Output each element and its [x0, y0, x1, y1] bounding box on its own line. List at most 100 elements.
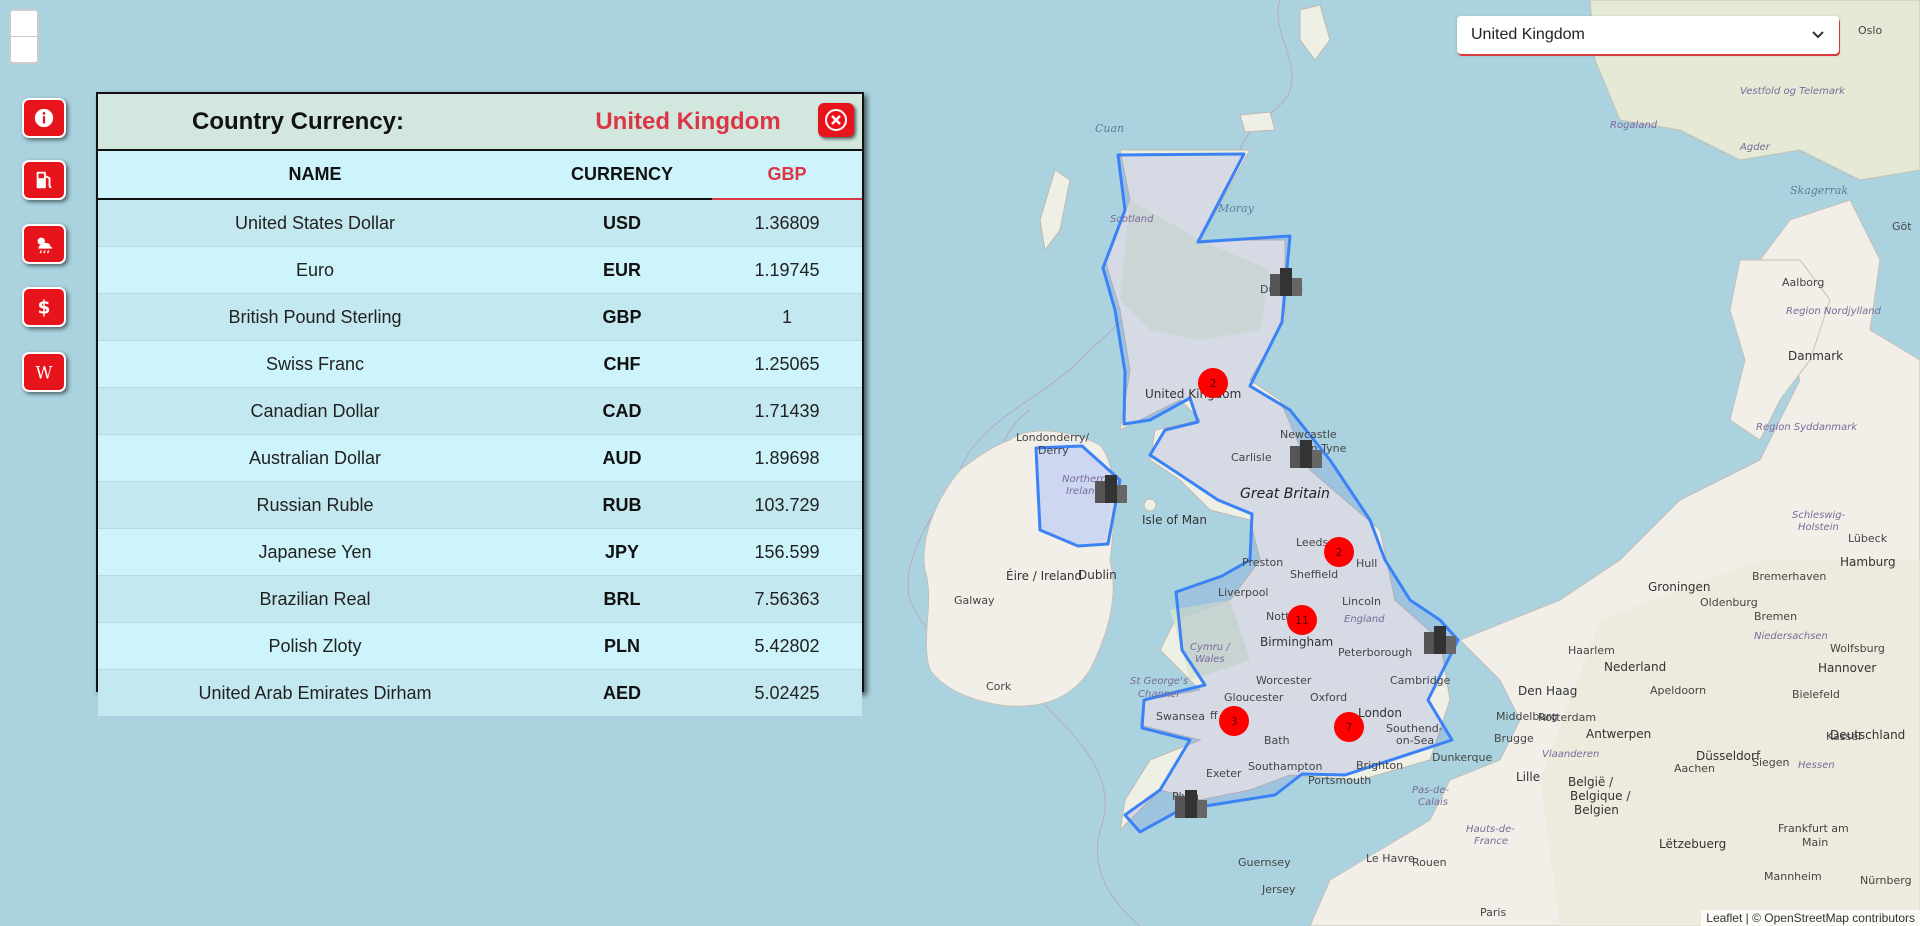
currency-name: Russian Ruble [98, 481, 532, 529]
label-belgie: België / [1568, 775, 1614, 789]
currency-code: AUD [532, 434, 712, 482]
label-dusseldorf: Düsseldorf [1696, 749, 1761, 763]
map-attribution[interactable]: Leaflet | © OpenStreetMap contributors [1701, 910, 1920, 926]
label-leeds: Leeds [1296, 536, 1328, 549]
currency-code: USD [532, 198, 712, 247]
currency-name: United Arab Emirates Dirham [98, 669, 532, 716]
currency-code: CAD [532, 387, 712, 435]
label-middelburg: Middelburg [1496, 710, 1558, 723]
svg-text:Main: Main [1802, 836, 1828, 849]
chevron-down-icon [1812, 31, 1824, 39]
cluster-marker[interactable]: 2 [1324, 537, 1354, 567]
label-nottingham: Nott [1266, 610, 1290, 623]
label-lille: Lille [1516, 770, 1540, 784]
label-brugge: Brugge [1494, 732, 1534, 745]
svg-text:Channel: Channel [1138, 689, 1179, 700]
currency-name: British Pound Sterling [98, 293, 532, 341]
label-nordjylland: Region Nordjylland [1786, 306, 1882, 317]
currency-panel: Country Currency: United Kingdom NAME CU… [96, 92, 864, 716]
svg-text:Belgien: Belgien [1574, 803, 1619, 817]
currency-code: CHF [532, 340, 712, 388]
label-worcester: Worcester [1256, 674, 1312, 687]
cluster-marker[interactable]: 7 [1334, 712, 1364, 742]
label-uk: United Kingdom [1145, 387, 1241, 401]
label-sheffield: Sheffield [1290, 568, 1338, 581]
marker-plymouth[interactable] [1175, 790, 1207, 818]
label-niedersachsen: Niedersachsen [1754, 631, 1828, 642]
country-select[interactable]: United Kingdom [1457, 16, 1839, 54]
label-england: England [1344, 614, 1385, 625]
label-siegen: Siegen [1752, 756, 1790, 769]
label-southampton: Southampton [1248, 760, 1322, 773]
marker-belfast[interactable] [1095, 475, 1127, 503]
label-syddanmark: Region Syddanmark [1756, 422, 1858, 433]
fuel-icon [36, 171, 52, 189]
zoom-in-button[interactable] [11, 11, 37, 37]
label-london: London [1358, 706, 1402, 720]
label-oslo: Oslo [1858, 24, 1882, 37]
label-dunkerque: Dunkerque [1432, 751, 1492, 764]
currency-name: Canadian Dollar [98, 387, 532, 435]
table-row: United Arab Emirates Dirham AED 5.02425 [98, 669, 862, 716]
label-rogaland: Rogaland [1610, 120, 1658, 131]
label-cuan: Cuan [1095, 122, 1124, 135]
label-mannheim: Mannheim [1764, 870, 1822, 883]
label-preston: Preston [1242, 556, 1283, 569]
label-newcastle: Newcastle [1280, 428, 1337, 441]
label-bielefeld: Bielefeld [1792, 688, 1840, 701]
currency-code: GBP [532, 293, 712, 341]
marker-newcastle[interactable] [1290, 440, 1322, 468]
table-row: British Pound Sterling GBP 1 [98, 293, 862, 341]
zoom-control [9, 9, 39, 64]
label-danmark: Danmark [1788, 349, 1843, 363]
marker-norwich[interactable] [1424, 626, 1456, 654]
label-isle-of-man: Isle of Man [1142, 513, 1207, 527]
label-swansea: Swansea [1156, 710, 1205, 723]
label-galway: Galway [954, 594, 995, 607]
label-oxford: Oxford [1310, 691, 1347, 704]
label-lubeck: Lübeck [1848, 532, 1888, 545]
weather-button[interactable] [22, 224, 66, 264]
table-header-row: NAME CURRENCY GBP [98, 151, 862, 200]
label-eire: Éire / Ireland [1006, 568, 1082, 583]
currency-code: AED [532, 669, 712, 716]
label-oldenburg: Oldenburg [1700, 596, 1758, 609]
currency-name: Australian Dollar [98, 434, 532, 482]
svg-text:2: 2 [1210, 377, 1217, 390]
label-cardiff: ff [1210, 709, 1218, 722]
label-guernsey: Guernsey [1238, 856, 1291, 869]
fuel-button[interactable] [22, 160, 66, 200]
cluster-marker[interactable]: 2 [1198, 368, 1228, 398]
label-le-havre: Le Havre [1366, 852, 1415, 865]
cluster-markers: 2 2 11 3 7 [1198, 368, 1364, 742]
currency-name: Japanese Yen [98, 528, 532, 576]
label-apeldoorn: Apeldoorn [1650, 684, 1706, 697]
uk-border-polygon [1034, 152, 1460, 834]
label-bremerhaven: Bremerhaven [1752, 570, 1826, 583]
currency-code: BRL [532, 575, 712, 623]
label-den-haag: Den Haag [1518, 684, 1577, 698]
label-agder: Agder [1739, 142, 1771, 153]
marker-aberdeen[interactable] [1270, 268, 1302, 296]
label-rouen: Rouen [1412, 856, 1447, 869]
label-portsmouth: Portsmouth [1308, 774, 1371, 787]
label-northern-ireland: Northern [1062, 474, 1107, 485]
close-button[interactable] [818, 103, 854, 137]
currency-button[interactable]: $ [22, 287, 66, 327]
currency-rate: 7.56363 [712, 575, 862, 623]
label-paris: Paris [1480, 906, 1506, 919]
currency-name: Euro [98, 246, 532, 294]
label-jersey: Jersey [1261, 883, 1296, 896]
table-row: Swiss Franc CHF 1.25065 [98, 340, 862, 388]
cluster-marker[interactable]: 3 [1219, 706, 1249, 736]
info-button[interactable] [22, 98, 66, 138]
svg-text:7: 7 [1346, 721, 1353, 734]
wikipedia-button[interactable]: W [22, 352, 66, 392]
cluster-marker[interactable]: 11 [1287, 605, 1317, 635]
label-cork: Cork [986, 680, 1012, 693]
zoom-out-button[interactable] [11, 37, 37, 62]
currency-rate: 1 [712, 293, 862, 341]
svg-text:W: W [36, 363, 53, 382]
